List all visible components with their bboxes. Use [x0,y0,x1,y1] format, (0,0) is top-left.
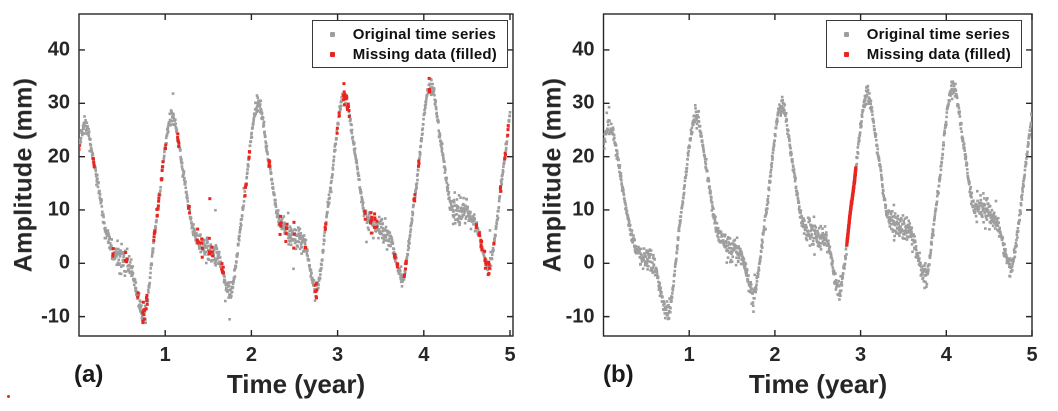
x-tick-label: 3 [332,344,344,366]
panel-a: Amplitude (mm) Time (year) (a) Original … [0,0,529,411]
y-tick-label: 0 [583,251,595,274]
y-tick-label: 20 [47,145,70,168]
legend-label-original: Original time series [866,25,1011,43]
y-tick-label: 30 [572,91,595,114]
legend-label-missing: Missing data (filled) [866,45,1011,63]
y-tick-label: 30 [47,91,70,114]
x-tick-label: 1 [159,344,171,366]
x-tick-label: 2 [245,344,257,366]
y-tick-label: 40 [47,38,70,61]
panel-letter-a: (a) [74,361,104,388]
x-axis-label: Time (year) [748,369,888,399]
legend-label-missing: Missing data (filled) [352,45,497,63]
y-tick-label: 10 [572,198,595,221]
panel-letter-b: (b) [603,361,634,388]
panel-b: Amplitude (mm) Time (year) (b) Original … [529,0,1058,411]
stray-red-mark [7,395,10,398]
y-tick-label: -10 [565,305,595,328]
x-tick-label: 4 [940,344,952,366]
x-axis-label: Time (year) [226,369,366,399]
legend: Original time series Missing data (fille… [311,20,508,68]
x-tick-label: 4 [418,344,430,366]
panel-b-scatter-plot [529,0,1058,411]
y-tick-label: 40 [572,38,595,61]
y-axis-label: Amplitude (mm) [9,77,38,273]
missing-data-marker-icon [833,51,861,57]
legend-row-missing: Missing data (filled) [833,45,1011,63]
missing-data-marker-icon [319,51,347,57]
panel-a-scatter-plot [0,0,529,411]
y-tick-label: 20 [572,145,595,168]
x-tick-label: 3 [855,344,867,366]
legend-row-original: Original time series [833,25,1011,43]
x-tick-label: 5 [504,344,516,366]
x-tick-label: 5 [1026,344,1038,366]
original-series-marker-icon [319,31,347,37]
x-tick-label: 1 [683,344,695,366]
y-axis-label: Amplitude (mm) [538,77,567,273]
x-tick-label: 2 [769,344,781,366]
legend-row-original: Original time series [319,25,497,43]
legend-row-missing: Missing data (filled) [319,45,497,63]
legend-label-original: Original time series [352,25,497,43]
legend: Original time series Missing data (fille… [825,20,1022,68]
y-tick-label: 10 [47,198,70,221]
y-tick-label: 0 [58,251,70,274]
y-tick-label: -10 [41,305,70,328]
original-series-marker-icon [833,31,861,37]
